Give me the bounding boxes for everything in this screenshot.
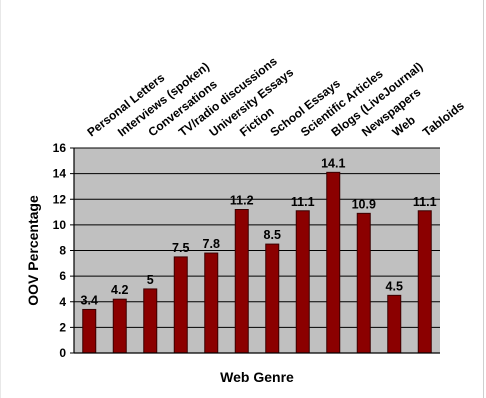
data-label: 11.1 bbox=[413, 195, 437, 209]
data-label: 7.8 bbox=[203, 237, 220, 251]
data-label: 11.2 bbox=[230, 194, 254, 208]
y-tick-label: 4 bbox=[59, 295, 66, 309]
y-tick-label: 16 bbox=[53, 141, 67, 155]
data-label: 8.5 bbox=[264, 228, 281, 242]
data-label: 10.9 bbox=[352, 197, 376, 211]
data-label: 7.5 bbox=[172, 241, 189, 255]
data-label: 3.4 bbox=[81, 293, 98, 307]
bar bbox=[326, 171, 341, 354]
y-axis-title: OOV Percentage bbox=[25, 195, 41, 306]
bar bbox=[112, 298, 127, 354]
gridlines bbox=[70, 147, 440, 354]
bar bbox=[387, 294, 402, 354]
bar bbox=[204, 252, 219, 354]
axes bbox=[73, 148, 440, 354]
bars bbox=[82, 171, 432, 354]
frame-left-border bbox=[0, 0, 1, 398]
frame-right-border bbox=[483, 0, 484, 398]
bar bbox=[356, 212, 371, 354]
data-label: 11.1 bbox=[291, 195, 315, 209]
data-label: 14.1 bbox=[321, 156, 345, 170]
y-tick-label: 2 bbox=[59, 320, 66, 334]
x-axis-title: Web Genre bbox=[220, 369, 294, 385]
y-tick-label: 0 bbox=[59, 346, 66, 360]
bar bbox=[234, 209, 249, 354]
bar bbox=[295, 210, 310, 354]
y-tick-label: 12 bbox=[53, 192, 67, 206]
x-category-label: Tabloids bbox=[420, 98, 467, 139]
data-label: 4.5 bbox=[386, 279, 403, 293]
y-tick-labels: 0 2 4 6 8 10 12 14 16 bbox=[53, 141, 67, 360]
bar bbox=[265, 243, 280, 354]
data-label: 4.2 bbox=[111, 283, 128, 297]
y-tick-label: 14 bbox=[53, 167, 67, 181]
y-tick-label: 8 bbox=[59, 244, 66, 258]
bar bbox=[173, 256, 188, 354]
bar bbox=[82, 308, 97, 354]
data-label: 5 bbox=[147, 273, 154, 287]
bar bbox=[417, 210, 432, 354]
y-tick-label: 10 bbox=[53, 218, 67, 232]
data-labels: 3.4 4.2 5 7.5 7.8 11.2 8.5 11.1 14.1 10.9 4.5 11.1 bbox=[81, 156, 437, 307]
y-tick-label: 6 bbox=[59, 269, 66, 283]
bar bbox=[143, 288, 158, 354]
